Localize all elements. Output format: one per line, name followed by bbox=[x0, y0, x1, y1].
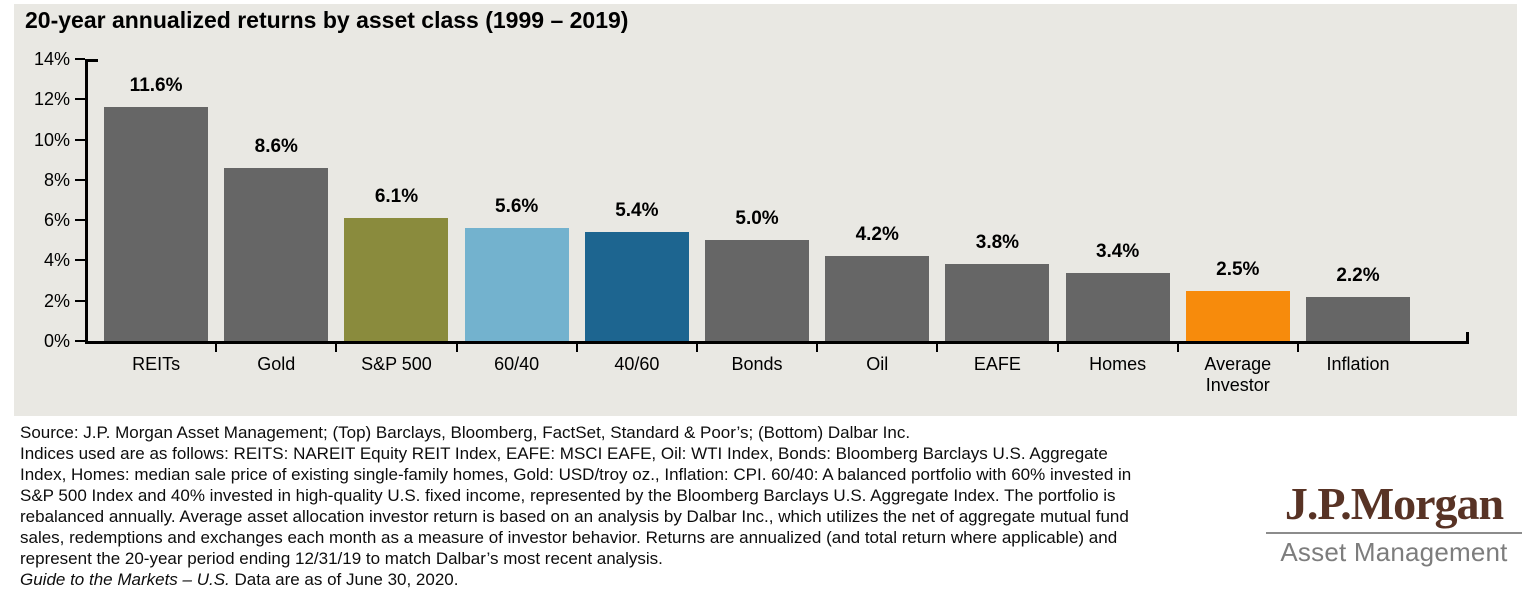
category-label: 40/60 bbox=[614, 354, 660, 374]
y-axis-line bbox=[85, 59, 88, 344]
bar-40-60 bbox=[584, 232, 689, 341]
category-cell: Average Investor bbox=[1178, 344, 1300, 396]
x-axis-end-tick bbox=[1466, 332, 1469, 344]
y-axis-tick-label: 14% bbox=[33, 49, 70, 69]
guide-title-italic: Guide to the Markets – U.S. bbox=[20, 570, 230, 589]
bar-oil bbox=[825, 256, 930, 341]
category-cell: 60/40 bbox=[457, 344, 578, 396]
bar-slot: 2.2% bbox=[1298, 59, 1418, 341]
category-cell: Bonds bbox=[697, 344, 819, 396]
bar-slot: 3.4% bbox=[1058, 59, 1178, 341]
y-axis-tick-label: 8% bbox=[43, 169, 70, 190]
category-label: S&P 500 bbox=[361, 354, 432, 374]
category-cell: Homes bbox=[1058, 344, 1179, 396]
jpmorgan-logo: J.P.Morgan Asset Management bbox=[1266, 479, 1522, 567]
y-axis-tick-label: 4% bbox=[43, 250, 70, 271]
y-axis-tick-mark bbox=[75, 340, 85, 342]
bar-value-label: 3.8% bbox=[975, 232, 1020, 253]
y-axis-tick-mark bbox=[75, 178, 85, 181]
bar-slot: 2.5% bbox=[1178, 59, 1298, 341]
bar-value-label: 4.2% bbox=[855, 224, 899, 245]
footnote-line: sales, redemptions and exchanges each mo… bbox=[20, 528, 1118, 547]
footnote-line: S&P 500 Index and 40% invested in high-q… bbox=[20, 486, 1116, 505]
bar-homes bbox=[1065, 273, 1170, 341]
footnote: Source: J.P. Morgan Asset Management; (T… bbox=[20, 422, 1270, 590]
bar-value-label: 11.6% bbox=[129, 75, 183, 96]
y-axis-tick-mark bbox=[75, 58, 85, 60]
bar-value-label: 3.4% bbox=[1095, 241, 1140, 262]
guide-to-markets-line: Guide to the Markets – U.S. Data are as … bbox=[20, 569, 1270, 590]
y-axis-tick-mark bbox=[75, 98, 85, 101]
bar-slot: 11.6% bbox=[96, 59, 216, 341]
guide-date-text: Data are as of June 30, 2020. bbox=[229, 570, 459, 589]
y-axis-tick-mark bbox=[75, 259, 85, 262]
category-label: Average Investor bbox=[1204, 354, 1272, 395]
y-axis-tick-mark bbox=[75, 299, 85, 302]
footnote-line: rebalanced annually. Average asset alloc… bbox=[20, 507, 1129, 526]
bar-value-label: 6.1% bbox=[374, 186, 419, 207]
category-cell: 40/60 bbox=[577, 344, 699, 396]
category-cell: EAFE bbox=[937, 344, 1059, 396]
bars-area: 11.6% 8.6% 6.1% 5.6% 5.4% 5.0% 4.2% 3.8% 3.4% 2.5… bbox=[88, 59, 1448, 341]
category-cell: Gold bbox=[216, 344, 338, 396]
bar-gold bbox=[224, 168, 329, 341]
bar-slot: 5.0% bbox=[697, 59, 817, 341]
bar-reits bbox=[104, 107, 209, 341]
category-label: Gold bbox=[257, 354, 296, 374]
jpmorgan-logo-name: J.P.Morgan bbox=[1284, 478, 1504, 529]
bar-bonds bbox=[705, 240, 810, 341]
bar-60-40 bbox=[464, 228, 569, 341]
y-axis-tick-label: 12% bbox=[33, 89, 70, 110]
category-cell: REITs bbox=[96, 344, 218, 396]
bar-value-label: 5.0% bbox=[735, 208, 779, 229]
bar-value-label: 2.5% bbox=[1216, 259, 1260, 280]
category-label: 60/40 bbox=[494, 354, 540, 374]
y-axis-tick-mark bbox=[75, 138, 85, 141]
logo-divider bbox=[1266, 532, 1522, 534]
bar-slot: 3.8% bbox=[937, 59, 1057, 341]
y-axis-tick-mark bbox=[75, 219, 85, 222]
y-axis-top-tick bbox=[88, 59, 98, 62]
footnote-line: Source: J.P. Morgan Asset Management; (T… bbox=[20, 423, 911, 442]
y-axis-tick-label: 6% bbox=[43, 210, 70, 231]
bar-slot: 8.6% bbox=[216, 59, 336, 341]
bar-inflation bbox=[1305, 297, 1410, 341]
category-axis-labels: REITs Gold S&P 500 60/40 40/60 Bonds Oil EAFE Ho… bbox=[88, 344, 1448, 396]
category-label: Homes bbox=[1089, 354, 1147, 374]
bar-value-label: 8.6% bbox=[254, 136, 298, 157]
category-label: EAFE bbox=[973, 354, 1021, 374]
bar-s-p-500 bbox=[344, 218, 449, 341]
bar-slot: 5.6% bbox=[457, 59, 577, 341]
category-cell: S&P 500 bbox=[336, 344, 458, 396]
bar-average-investor bbox=[1185, 291, 1290, 341]
bar-value-label: 5.6% bbox=[495, 196, 539, 217]
jpmorgan-logo-subtitle: Asset Management bbox=[1280, 537, 1508, 567]
bar-value-label: 5.4% bbox=[615, 200, 659, 221]
footnote-line: Index, Homes: median sale price of exist… bbox=[20, 465, 1132, 484]
category-label: Bonds bbox=[731, 354, 783, 374]
category-label: Oil bbox=[866, 354, 889, 374]
y-axis-tick-label: 2% bbox=[43, 290, 70, 311]
chart-panel: 20-year annualized returns by asset clas… bbox=[14, 4, 1517, 416]
bar-value-label: 2.2% bbox=[1336, 265, 1380, 286]
category-cell: Oil bbox=[817, 344, 939, 396]
category-cell: Inflation bbox=[1298, 344, 1418, 396]
y-axis-tick-label: 10% bbox=[33, 129, 70, 150]
bar-eafe bbox=[945, 264, 1050, 341]
bar-slot: 5.4% bbox=[577, 59, 697, 341]
bar-slot: 4.2% bbox=[817, 59, 937, 341]
x-axis-line bbox=[85, 341, 1469, 344]
footnote-line: represent the 20-year period ending 12/3… bbox=[20, 549, 663, 568]
y-axis-tick-label: 0% bbox=[43, 331, 70, 351]
chart-title: 20-year annualized returns by asset clas… bbox=[25, 7, 629, 33]
category-label: Inflation bbox=[1326, 354, 1390, 374]
category-label: REITs bbox=[132, 354, 181, 374]
bar-slot: 6.1% bbox=[336, 59, 456, 341]
footnote-line: Indices used are as follows: REITS: NARE… bbox=[20, 444, 1108, 463]
